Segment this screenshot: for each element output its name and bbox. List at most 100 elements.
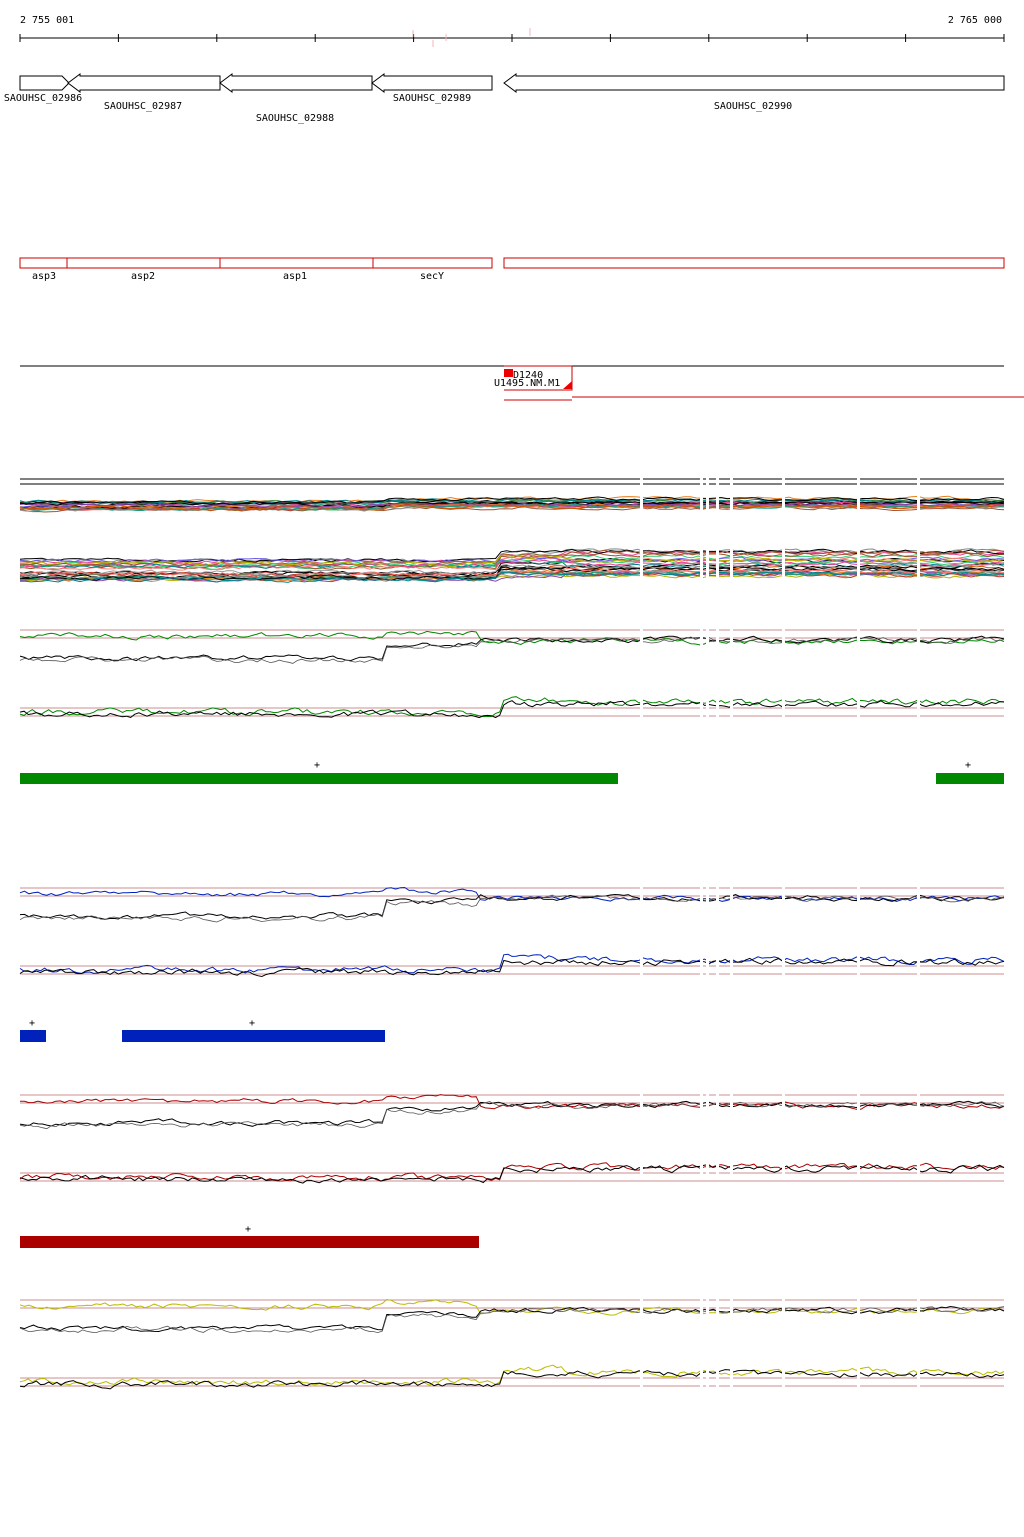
ruler-ticks <box>19 34 1005 42</box>
gap-column <box>782 1160 785 1180</box>
feature-label: asp1 <box>283 271 307 282</box>
green-segment-bar[interactable] <box>936 773 1004 784</box>
gap-column <box>706 476 709 580</box>
gap-column <box>716 625 719 665</box>
reference-line <box>19 636 1005 664</box>
feature-box[interactable] <box>372 257 493 269</box>
gap-column <box>706 955 709 975</box>
reference-line <box>19 700 1005 719</box>
gap-column <box>706 1160 709 1180</box>
gap-column <box>700 1295 703 1320</box>
feature-secY[interactable]: secY <box>372 257 493 282</box>
reference-line <box>19 1100 1005 1127</box>
sample-line <box>19 504 1005 511</box>
transcript-track: D1240 U1495.NM.M1 <box>20 365 1024 401</box>
sample-line <box>19 498 1005 504</box>
sample-line <box>19 549 1005 567</box>
ruler-end-label: 2 765 000 <box>948 15 1002 26</box>
gap-column <box>857 690 860 720</box>
feature-label: secY <box>420 271 444 282</box>
gap-column <box>700 1160 703 1180</box>
green-segment-bar[interactable] <box>20 773 618 784</box>
yellow-condition-tracks <box>19 1298 1005 1390</box>
gap-column <box>917 885 920 925</box>
gap-column <box>857 1295 860 1320</box>
gene-SAOUHSC_02986[interactable]: SAOUHSC_02986 <box>4 75 82 104</box>
coverage-gaps <box>640 476 920 1390</box>
gene-label: SAOUHSC_02986 <box>4 93 82 104</box>
reference-line <box>19 1369 1005 1390</box>
condition-line <box>19 1162 1005 1182</box>
transcript-start-marker <box>504 369 513 377</box>
reference-line <box>19 894 1005 923</box>
feature-asp3[interactable]: asp3 <box>19 257 68 282</box>
red-segment-bar[interactable] <box>20 1236 479 1248</box>
gap-column <box>716 1090 719 1130</box>
feature-box[interactable] <box>503 257 1005 269</box>
gene-arrow[interactable] <box>219 73 373 93</box>
gap-column <box>640 476 643 580</box>
feature-box[interactable] <box>219 257 374 269</box>
transcript-bracket[interactable] <box>504 365 573 391</box>
gene-arrow[interactable] <box>67 73 221 93</box>
feature-asp2[interactable]: asp2 <box>66 257 221 282</box>
gap-column <box>730 1090 733 1130</box>
reference-line <box>19 1101 1005 1130</box>
green-segments: + + <box>20 760 1004 784</box>
feature-asp1[interactable]: asp1 <box>219 257 374 282</box>
gap-column <box>706 885 709 925</box>
feature-box[interactable] <box>19 257 68 269</box>
condition-line <box>19 696 1005 718</box>
sample-line <box>19 567 1005 581</box>
gene-label: SAOUHSC_02987 <box>104 101 182 112</box>
gap-column <box>730 625 733 665</box>
gap-column <box>706 1360 709 1390</box>
gap-column <box>782 885 785 925</box>
reference-line <box>19 1164 1005 1184</box>
gene-SAOUHSC_02990[interactable]: SAOUHSC_02990 <box>503 73 1005 112</box>
condition-line <box>19 1298 1005 1316</box>
ruler-highlight-marks <box>412 28 531 47</box>
gap-column <box>917 1160 920 1180</box>
gap-column <box>782 690 785 720</box>
gene-arrow[interactable] <box>503 73 1005 93</box>
gap-column <box>857 1360 860 1390</box>
green-segment-marker: + <box>965 760 971 771</box>
sample-line <box>19 554 1005 568</box>
gap-column <box>857 476 860 580</box>
condition-line <box>19 1364 1005 1386</box>
coordinate-ruler: 2 755 001 2 765 000 <box>19 15 1005 47</box>
red-segment-marker: + <box>245 1224 251 1235</box>
gene-SAOUHSC_02989[interactable]: SAOUHSC_02989 <box>371 73 493 104</box>
reference-line <box>19 1306 1005 1334</box>
gap-column <box>716 885 719 925</box>
gap-column <box>716 1295 719 1320</box>
gene-SAOUHSC_02987[interactable]: SAOUHSC_02987 <box>67 73 221 112</box>
gap-column <box>640 690 643 720</box>
gap-column <box>706 1295 709 1320</box>
gene-SAOUHSC_02988[interactable]: SAOUHSC_02988 <box>219 73 373 124</box>
gap-column <box>730 476 733 580</box>
gene-label: SAOUHSC_02988 <box>256 113 334 124</box>
gene-arrow[interactable] <box>371 73 493 93</box>
blue-segment-bar[interactable] <box>20 1030 46 1042</box>
sample-line <box>20 570 1005 583</box>
gap-column <box>716 476 719 580</box>
feature-unnamed[interactable] <box>503 257 1005 269</box>
gap-column <box>700 955 703 975</box>
blue-segment-bar[interactable] <box>122 1030 385 1042</box>
gap-column <box>857 625 860 665</box>
feature-box[interactable] <box>66 257 221 269</box>
gap-column <box>700 1360 703 1390</box>
reference-line <box>19 1305 1005 1333</box>
sample-line <box>19 498 1005 505</box>
multi-sample-tracks <box>19 478 1005 583</box>
gap-column <box>700 625 703 665</box>
gap-column <box>917 625 920 665</box>
gap-column <box>706 1090 709 1130</box>
gene-label: SAOUHSC_02990 <box>714 101 792 112</box>
gene-arrow[interactable] <box>19 75 70 91</box>
gap-column <box>857 885 860 925</box>
feature-track: asp3 asp2 asp1 secY <box>19 257 1005 282</box>
gap-column <box>917 1090 920 1130</box>
